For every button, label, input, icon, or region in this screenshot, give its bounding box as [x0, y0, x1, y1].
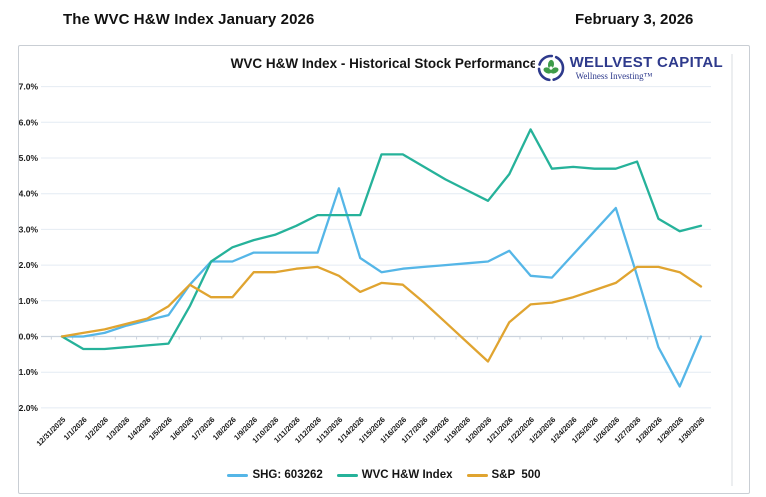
- report-title: The WVC H&W Index January 2026: [63, 11, 315, 28]
- y-axis-label: 0.0%: [19, 332, 38, 342]
- y-axis-label: 6.0%: [19, 117, 38, 127]
- series-line-shg-603262: [60, 187, 703, 388]
- chart-title: WVC H&W Index - Historical Stock Perform…: [230, 56, 538, 71]
- legend-label: SHG: 603262: [252, 469, 323, 481]
- x-axis-label: 12/31/2025: [35, 415, 68, 448]
- legend-swatch: [227, 473, 249, 477]
- chart-legend: SHG: 603262 WVC H&W Index S&P 500: [19, 469, 749, 481]
- report-date: February 3, 2026: [575, 11, 694, 28]
- report-header: The WVC H&W Index January 2026 February …: [0, 8, 766, 34]
- wellvest-logo: WELLVEST CAPITAL Wellness Investing™: [534, 53, 725, 83]
- y-axis-label: -2.0%: [19, 403, 38, 413]
- wellvest-logo-text: WELLVEST CAPITAL Wellness Investing™: [570, 54, 723, 82]
- legend-swatch: [466, 473, 488, 477]
- y-axis-label: -1.0%: [19, 367, 38, 377]
- y-axis-label: 5.0%: [19, 153, 38, 163]
- y-axis-label: 3.0%: [19, 224, 38, 234]
- y-axis-label: 1.0%: [19, 296, 38, 306]
- legend-swatch: [336, 473, 358, 477]
- y-axis-label: 7.0%: [19, 82, 38, 92]
- legend-item: S&P 500: [466, 469, 541, 481]
- series-line-wvc-h-w-index: [60, 128, 703, 351]
- wellvest-logo-name: WELLVEST CAPITAL: [569, 54, 723, 71]
- y-axis-label: 4.0%: [19, 189, 38, 199]
- line-chart-plot: -2.0% -1.0% 0.0% 1.0% 2.0% 3.0% 4.0% 5.0% 6.0% 7.…: [19, 54, 733, 486]
- wellvest-logo-tagline: Wellness Investing™: [575, 71, 653, 81]
- legend-label: WVC H&W Index: [361, 469, 453, 481]
- chart-container: -2.0% -1.0% 0.0% 1.0% 2.0% 3.0% 4.0% 5.0% 6.0% 7.…: [18, 45, 750, 494]
- legend-label: S&P 500: [491, 469, 541, 481]
- legend-item: SHG: 603262: [227, 469, 323, 481]
- legend-item: WVC H&W Index: [336, 469, 453, 481]
- wellvest-logo-icon: [537, 54, 564, 82]
- series-line-s-p-500: [60, 265, 703, 363]
- y-axis-label: 2.0%: [19, 260, 38, 270]
